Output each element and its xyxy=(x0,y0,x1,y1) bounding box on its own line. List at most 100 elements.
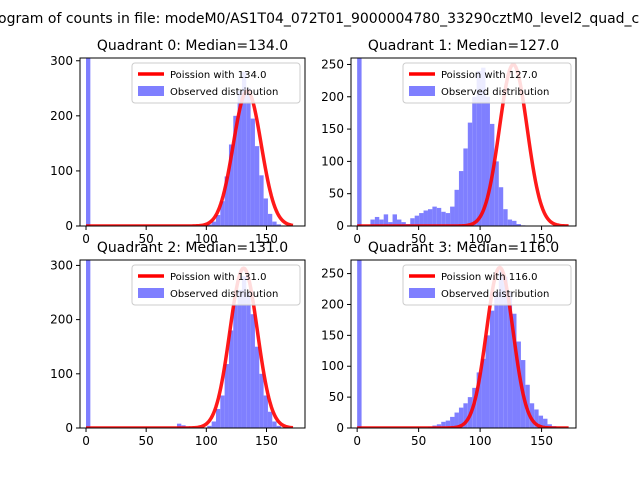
histogram-bar xyxy=(414,215,420,226)
histogram-bar xyxy=(507,219,513,226)
histogram-bar xyxy=(467,122,473,226)
x-tick-label: 100 xyxy=(469,434,492,448)
x-tick-label: 150 xyxy=(530,434,553,448)
histogram-bar xyxy=(259,175,264,226)
histogram-bar xyxy=(396,219,402,226)
histogram-bar xyxy=(454,189,459,226)
legend-line-label: Poission with 131.0 xyxy=(170,272,266,283)
legend-bar-label: Observed distribution xyxy=(170,289,278,300)
histogram-bar xyxy=(463,403,468,428)
y-tick-label: 0 xyxy=(336,421,344,435)
histogram-bar xyxy=(441,211,446,226)
histogram-bar xyxy=(383,214,389,226)
legend-line-label: Poission with 116.0 xyxy=(441,272,537,283)
panel-quadrant-1: 0 50 100 150 0 50 100 150 200 250 Quadrant 1: Medi… xyxy=(321,38,577,246)
histogram-bar xyxy=(445,213,451,226)
histogram-bar xyxy=(374,216,380,226)
legend: Poission with 127.0 Observed distribution xyxy=(402,62,572,104)
x-tick-label: 0 xyxy=(353,232,361,246)
histogram-bar xyxy=(481,358,486,428)
histogram-bar xyxy=(485,96,490,226)
histogram-bar xyxy=(481,67,486,226)
x-tick-label: 0 xyxy=(82,434,90,448)
histogram-bar xyxy=(450,416,455,428)
legend-bar-swatch xyxy=(409,86,435,96)
histogram-bar xyxy=(241,71,247,226)
panel-title: Quadrant 1: Median=127.0 xyxy=(368,38,559,54)
plot-area xyxy=(356,260,570,428)
y-tick-label: 100 xyxy=(50,367,73,381)
histogram-bar xyxy=(357,58,362,226)
histogram-bar xyxy=(246,88,251,226)
panels: 0 50 100 150 0 100 200 300 Quadrant 0: Median=13… xyxy=(50,38,577,448)
y-tick-label: 250 xyxy=(321,267,344,281)
x-tick-label: 50 xyxy=(411,232,426,246)
y-tick-label: 50 xyxy=(329,187,344,201)
histogram-bar xyxy=(432,206,437,226)
histogram-bar xyxy=(220,395,225,428)
panel-title: Quadrant 0: Median=134.0 xyxy=(97,38,288,54)
y-tick-label: 150 xyxy=(321,328,344,342)
histogram-bar xyxy=(254,346,260,428)
panel-title: Quadrant 3: Median=116.0 xyxy=(368,240,559,256)
x-tick-label: 150 xyxy=(530,232,553,246)
histogram-bar xyxy=(233,115,238,226)
histogram-bar xyxy=(207,224,212,226)
histogram-bar xyxy=(427,209,433,226)
panel-title: Quadrant 2: Median=131.0 xyxy=(97,240,288,256)
histogram-bar xyxy=(241,276,247,428)
histogram-bar xyxy=(423,210,428,226)
histogram-bar xyxy=(215,409,221,428)
x-tick-label: 100 xyxy=(469,232,492,246)
axes-frame xyxy=(79,57,306,227)
histogram-bar xyxy=(463,148,468,226)
histogram-bar xyxy=(410,218,415,226)
histogram-bar xyxy=(276,224,281,226)
legend-bar-label: Observed distribution xyxy=(170,87,278,98)
y-tick-label: 50 xyxy=(329,390,344,404)
histogram-bar xyxy=(476,372,482,428)
legend-bar-swatch xyxy=(138,288,164,298)
histogram-bar xyxy=(450,206,455,226)
histogram-bar xyxy=(503,276,508,428)
x-tick-label: 50 xyxy=(411,434,426,448)
panel-quadrant-2: 0 50 100 150 0 100 200 300 Quadrant 2: Median=13… xyxy=(50,240,306,448)
histogram-bar xyxy=(458,407,464,428)
legend-line-label: Poission with 134.0 xyxy=(170,70,266,81)
legend-box xyxy=(131,264,301,306)
histogram-bar xyxy=(534,409,539,428)
x-tick-label: 0 xyxy=(353,434,361,448)
histogram-bar xyxy=(228,144,234,226)
histogram-bar xyxy=(233,304,238,428)
histogram-bar xyxy=(267,411,273,428)
histogram-bar xyxy=(272,221,277,226)
histogram-bar xyxy=(476,70,482,226)
histogram-bar xyxy=(370,219,375,226)
histogram-bar xyxy=(516,224,521,226)
histogram-bar xyxy=(388,222,393,226)
axes-frame xyxy=(350,259,577,429)
histogram-bar xyxy=(276,425,281,428)
legend-box xyxy=(402,264,572,306)
legend-bar-label: Observed distribution xyxy=(441,289,549,300)
histogram-bar xyxy=(250,314,255,428)
histogram-bar xyxy=(543,418,548,428)
x-tick-label: 100 xyxy=(195,434,218,448)
histogram-bar xyxy=(86,58,91,226)
histogram-bar xyxy=(419,213,424,226)
histogram-bar xyxy=(441,421,446,428)
histogram-bar xyxy=(228,330,234,428)
y-tick-label: 300 xyxy=(50,258,73,272)
histogram-bar xyxy=(512,220,517,226)
x-tick-label: 150 xyxy=(255,434,278,448)
legend-bar-swatch xyxy=(138,86,164,96)
y-tick-label: 0 xyxy=(336,219,344,233)
legend: Poission with 131.0 Observed distribution xyxy=(131,264,301,306)
histogram-bar xyxy=(237,91,242,226)
x-tick-label: 150 xyxy=(255,232,278,246)
y-tick-label: 100 xyxy=(321,359,344,373)
histogram-bar xyxy=(272,421,277,428)
legend-box xyxy=(402,62,572,104)
histogram-bar xyxy=(259,373,264,428)
histogram-bar xyxy=(538,415,544,428)
